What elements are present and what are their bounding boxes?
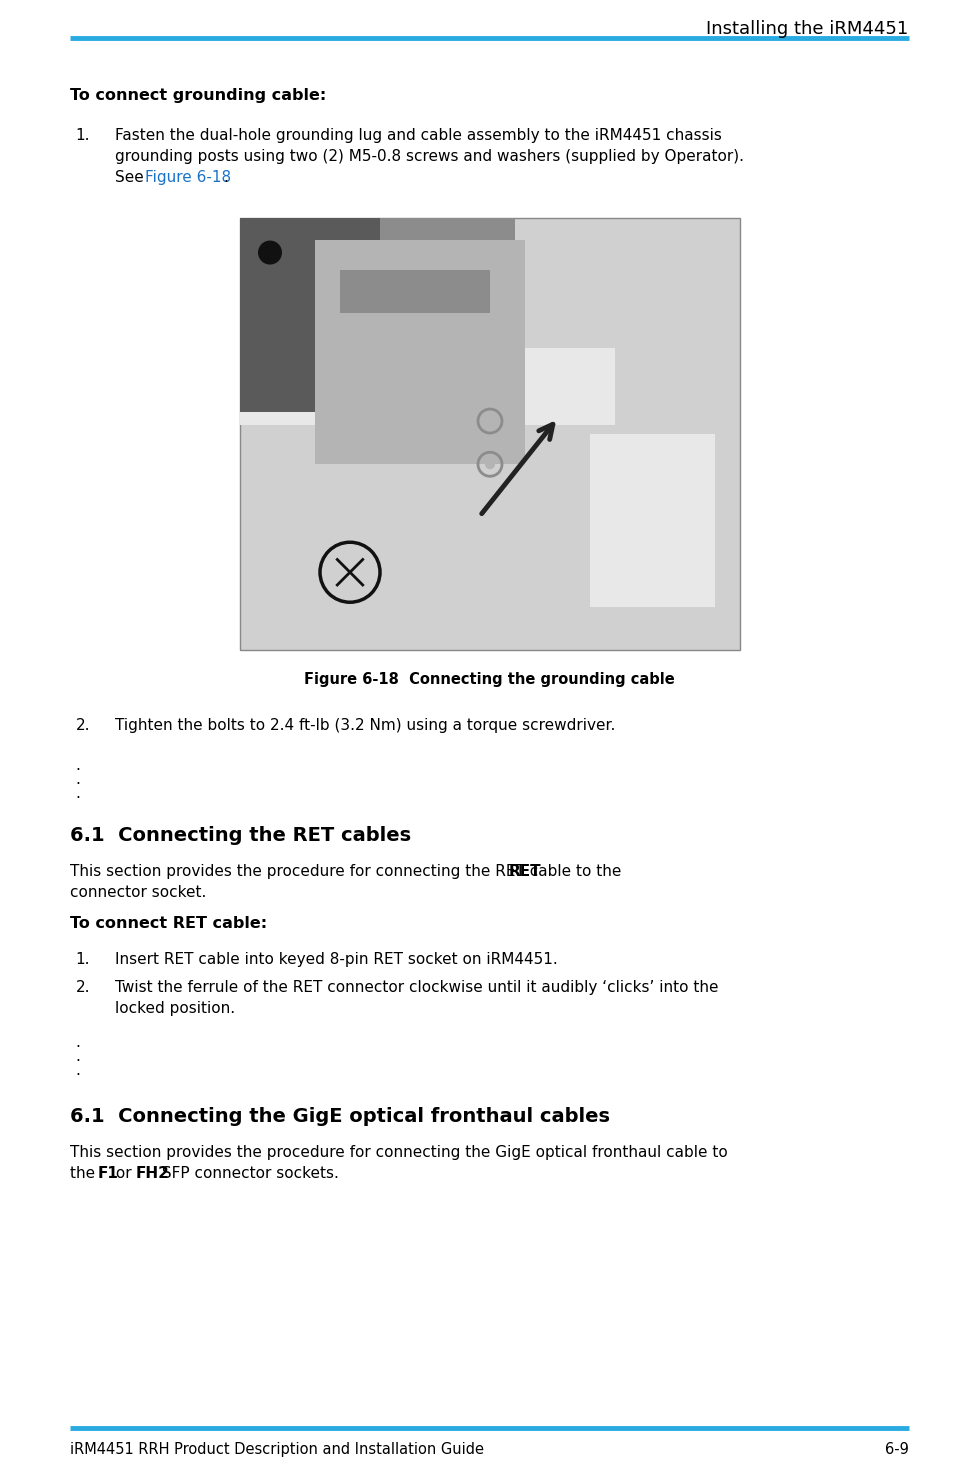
Circle shape [484, 459, 495, 469]
Text: To connect grounding cable:: To connect grounding cable: [70, 88, 327, 103]
Text: Fasten the dual-hole grounding lug and cable assembly to the iRM4451 chassis: Fasten the dual-hole grounding lug and c… [115, 128, 722, 144]
Text: .: . [75, 1063, 80, 1078]
Bar [240, 218, 379, 412]
Text: .: . [75, 758, 80, 773]
Text: iRM4451 RRH Product Description and Installation Guide: iRM4451 RRH Product Description and Inst… [70, 1443, 484, 1457]
Text: To connect RET cable:: To connect RET cable: [70, 916, 267, 931]
Text: 6.1  Connecting the RET cables: 6.1 Connecting the RET cables [70, 825, 411, 844]
Text: Twist the ferrule of the RET connector clockwise until it audibly ‘clicks’ into : Twist the ferrule of the RET connector c… [115, 979, 718, 995]
Text: RET: RET [508, 863, 540, 880]
Text: .: . [223, 170, 228, 185]
Text: Installing the iRM4451: Installing the iRM4451 [705, 21, 908, 38]
Text: 6.1  Connecting the GigE optical fronthaul cables: 6.1 Connecting the GigE optical fronthau… [70, 1107, 610, 1126]
Text: 2.: 2. [75, 718, 90, 733]
Text: 6-9: 6-9 [884, 1443, 908, 1457]
Bar [590, 434, 714, 607]
Text: .: . [75, 1035, 80, 1050]
Text: SFP connector sockets.: SFP connector sockets. [157, 1165, 339, 1182]
Text: Insert RET cable into keyed 8-pin RET socket on iRM4451.: Insert RET cable into keyed 8-pin RET so… [115, 951, 557, 968]
Text: .: . [75, 786, 80, 800]
Bar [315, 239, 524, 465]
Text: the: the [70, 1165, 101, 1182]
Text: connector socket.: connector socket. [70, 885, 206, 900]
Text: This section provides the procedure for connecting the GigE optical fronthaul ca: This section provides the procedure for … [70, 1145, 728, 1160]
Text: .: . [75, 1050, 80, 1064]
Text: grounding posts using two (2) M5-0.8 screws and washers (supplied by Operator).: grounding posts using two (2) M5-0.8 scr… [115, 150, 743, 164]
Bar [240, 218, 739, 649]
Text: locked position.: locked position. [115, 1001, 236, 1016]
Text: or: or [111, 1165, 137, 1182]
Text: Figure 6-18: Figure 6-18 [146, 170, 232, 185]
Circle shape [247, 230, 291, 274]
Text: Tighten the bolts to 2.4 ft-lb (3.2 Nm) using a torque screwdriver.: Tighten the bolts to 2.4 ft-lb (3.2 Nm) … [115, 718, 615, 733]
Text: This section provides the procedure for connecting the RET cable to the: This section provides the procedure for … [70, 863, 626, 880]
Text: FH2: FH2 [135, 1165, 169, 1182]
Text: 1.: 1. [75, 951, 90, 968]
Text: Figure 6-18  Connecting the grounding cable: Figure 6-18 Connecting the grounding cab… [304, 671, 674, 688]
Bar [339, 270, 490, 314]
Text: 1.: 1. [75, 128, 90, 144]
Circle shape [258, 240, 282, 264]
Text: See: See [115, 170, 149, 185]
Text: .: . [75, 773, 80, 787]
Bar [240, 218, 514, 383]
Text: 2.: 2. [75, 979, 90, 995]
Bar [240, 347, 614, 425]
Text: F1: F1 [98, 1165, 118, 1182]
Circle shape [484, 416, 495, 427]
